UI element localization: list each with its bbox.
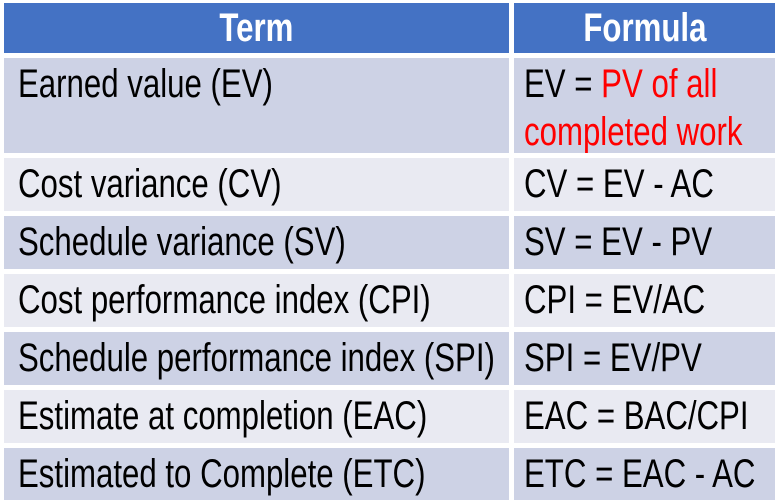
formula-text: SV = EV - PV xyxy=(524,220,713,264)
term-cell: Schedule variance (SV) xyxy=(4,216,509,269)
formula-text: EAC = BAC/CPI xyxy=(524,394,749,438)
header-label-term: Term xyxy=(219,5,294,50)
term-cell: Cost variance (CV) xyxy=(4,158,509,211)
formula-cell: CPI = EV/AC xyxy=(514,274,775,327)
formula-cell: ETC = EAC - AC xyxy=(514,448,775,500)
term-text: Estimated to Complete (ETC) xyxy=(18,452,426,496)
term-text: Schedule performance index (SPI) xyxy=(18,336,495,380)
header-label-formula: Formula xyxy=(582,5,707,50)
term-cell: Estimated to Complete (ETC) xyxy=(4,448,509,500)
formula-text: EV = PV of all completed work xyxy=(524,60,775,153)
formula-highlight-text: PV of all completed work xyxy=(524,62,743,153)
header-cell-formula: Formula xyxy=(514,3,775,53)
term-text: Cost performance index (CPI) xyxy=(18,278,431,322)
formula-cell: EV = PV of all completed work xyxy=(514,58,775,153)
formula-cell: EAC = BAC/CPI xyxy=(514,390,775,443)
term-cell: Schedule performance index (SPI) xyxy=(4,332,509,385)
evm-formula-table: Term Formula Earned value (EV) EV = PV o… xyxy=(4,3,775,500)
formula-cell: SPI = EV/PV xyxy=(514,332,775,385)
term-cell: Estimate at completion (EAC) xyxy=(4,390,509,443)
header-cell-term: Term xyxy=(4,3,509,53)
term-text: Cost variance (CV) xyxy=(18,162,282,206)
formula-text: SPI = EV/PV xyxy=(524,336,702,380)
term-cell: Cost performance index (CPI) xyxy=(4,274,509,327)
formula-text: CPI = EV/AC xyxy=(524,278,706,322)
term-cell: Earned value (EV) xyxy=(4,58,509,153)
formula-cell: SV = EV - PV xyxy=(514,216,775,269)
term-text: Schedule variance (SV) xyxy=(18,220,346,264)
formula-text: ETC = EAC - AC xyxy=(524,452,756,496)
formula-text: CV = EV - AC xyxy=(524,162,714,206)
formula-cell: CV = EV - AC xyxy=(514,158,775,211)
formula-plain-text: EV = xyxy=(524,62,602,106)
term-text: Estimate at completion (EAC) xyxy=(18,394,428,438)
term-text: Earned value (EV) xyxy=(18,62,273,106)
